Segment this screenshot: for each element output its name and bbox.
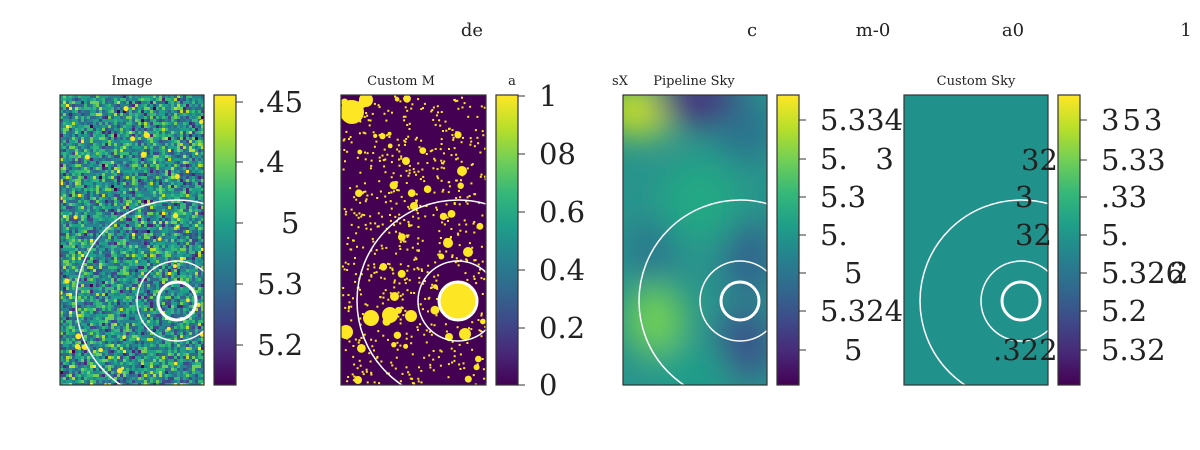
point-source [140,151,147,158]
panel-title-custom-sky: Custom Sky [936,74,1016,89]
tick-label: 0.6 [539,195,586,229]
point-source [75,333,82,340]
tick-label: 5. 3 [820,142,894,176]
point-source [123,106,129,112]
tick-label: 353 [1101,103,1166,137]
tick-label: .45 [257,85,304,119]
tick-label: 5.334 [820,103,904,137]
tick-label: 1 [539,79,558,113]
aperture-rings [356,199,486,385]
point-source [136,337,140,341]
tick-label: 5. [820,218,848,252]
tick-label: 5.326 [1101,256,1185,290]
colorbar-custom-sky [1057,94,1087,386]
tick-label: 0.2 [539,311,586,345]
tick-label: .4 [257,145,285,179]
overlap-label: 2 [1170,256,1189,290]
pipeline-sky-panel [622,94,768,386]
image-noise [60,95,204,385]
point-source [174,173,180,179]
point-source [120,366,125,370]
tick-label: 5.3 [820,180,867,214]
point-source [74,343,81,350]
tick-label: 5.33 [1101,143,1166,177]
tick-label: 5.3 [257,267,304,301]
custom-sky-panel [903,94,1049,386]
tick-label: 5. [1101,218,1129,252]
stray-label: a0 [1001,20,1025,41]
point-source [130,136,136,142]
colorbar-label-mask: a [508,74,516,89]
image-panel [59,94,205,386]
aperture-rings [638,199,767,385]
point-source [84,154,90,160]
mask-panel [340,94,487,386]
point-source [195,152,199,156]
colorbar-image [213,94,243,386]
tick-label: 5 [844,333,863,367]
tick-label: 5.2 [257,328,304,362]
point-source [116,367,123,374]
panel-title-pipeline-sky: Pipeline Sky [653,74,735,89]
point-source [143,132,150,139]
point-source [73,215,78,220]
stray-label: de [460,20,484,41]
panel-title-custom-mask: Custom M [367,74,435,89]
stray-label: c [746,20,758,41]
overlap-label: 32 [1021,143,1058,177]
point-source [122,335,126,340]
mask-sources [341,95,486,385]
overlap-label: .322 [993,333,1058,367]
point-source [157,237,162,241]
tick-label: 0 [539,368,558,402]
point-source [185,298,190,303]
tick-label: .33 [1101,180,1148,214]
point-source [196,302,201,308]
stray-label: sX [612,74,628,89]
point-source [175,225,180,229]
aperture-rings [75,199,204,385]
tick-label: 0.4 [539,253,586,287]
overlap-label: 3 [1015,180,1034,214]
overlap-label: 32 [1015,218,1052,252]
point-source [173,264,177,269]
point-source [198,119,204,125]
tick-label: 5.2 [1101,294,1148,328]
tick-label: 5.324 [820,294,904,328]
point-source [166,326,171,331]
colorbar-mask [495,94,525,386]
point-source [81,344,87,350]
tick-label: 5.32 [1101,333,1166,367]
tick-label: 5 [844,256,863,290]
tick-label: 5 [281,206,300,240]
stray-label: m-0 [855,20,891,41]
point-source [64,278,70,284]
colorbar-pipeline-sky [776,94,806,386]
point-source [98,347,103,353]
tick-label: 08 [539,137,576,171]
point-source [172,213,179,219]
point-source [60,290,63,296]
point-source [60,196,63,200]
point-source [173,361,178,366]
aperture-rings [919,199,1048,385]
panel-title-image: Image [111,74,153,89]
stray-label: 1 [1180,20,1192,41]
